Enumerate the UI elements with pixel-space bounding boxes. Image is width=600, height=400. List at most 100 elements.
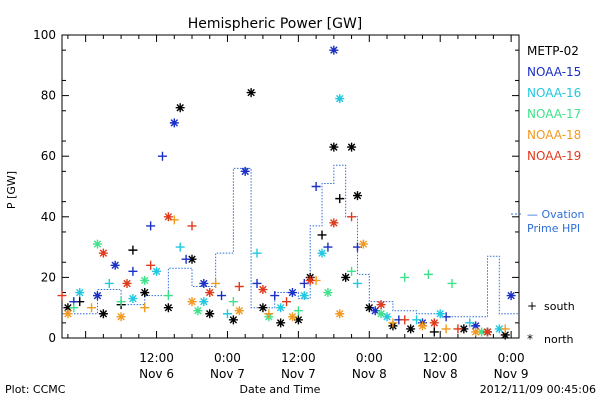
x-tick-time-label: 0:00	[498, 351, 525, 365]
point-noaa-15-south	[128, 266, 138, 276]
point-noaa-15-north	[471, 321, 481, 331]
point-noaa-15-north	[370, 306, 380, 316]
point-metp-02-north	[258, 303, 268, 313]
point-noaa-18-south	[211, 278, 221, 288]
point-noaa-18-north	[417, 321, 427, 331]
point-noaa-18-north	[471, 327, 481, 337]
x-tick-date-label: Nov 9	[494, 367, 529, 381]
point-noaa-19-south	[187, 221, 197, 231]
point-noaa-16-south	[465, 318, 475, 328]
point-noaa-19-north	[122, 278, 132, 288]
x-tick-time-label: 0:00	[214, 351, 241, 365]
legend-entry-noaa-18: NOAA-18	[527, 128, 581, 142]
point-noaa-15-south	[146, 221, 156, 231]
point-metp-02-south	[335, 194, 345, 204]
point-noaa-16-south	[222, 309, 232, 319]
point-noaa-15-south	[181, 254, 191, 264]
point-noaa-17-south	[163, 291, 173, 301]
legend-entry-noaa-17: NOAA-17	[527, 107, 581, 121]
point-noaa-19-north	[98, 248, 108, 258]
point-metp-02-south	[317, 230, 327, 240]
x-tick-time-label: 12:00	[139, 351, 174, 365]
point-noaa-18-north	[358, 239, 368, 249]
point-noaa-15-south	[252, 278, 262, 288]
point-noaa-16-north	[128, 294, 138, 304]
point-noaa-18-south	[388, 318, 398, 328]
point-noaa-18-north	[234, 306, 244, 316]
point-noaa-15-north	[110, 260, 120, 270]
point-noaa-15-north	[506, 291, 516, 301]
point-noaa-16-north	[152, 266, 162, 276]
point-noaa-15-south	[270, 291, 280, 301]
point-metp-02-north	[329, 142, 339, 152]
point-metp-02-north	[293, 315, 303, 325]
point-noaa-18-south	[87, 303, 97, 313]
point-metp-02-north	[63, 303, 73, 313]
point-noaa-16-north	[317, 248, 327, 258]
point-noaa-17-north	[193, 306, 203, 316]
point-noaa-15-south	[157, 151, 167, 161]
point-metp-02-north	[364, 303, 374, 313]
point-noaa-17-south	[293, 306, 303, 316]
point-noaa-16-north	[75, 288, 85, 298]
x-tick-date-label: Nov 8	[352, 367, 387, 381]
point-metp-02-north	[98, 309, 108, 319]
y-tick-label: 40	[41, 210, 56, 224]
point-metp-02-north	[140, 288, 150, 298]
point-noaa-19-south	[400, 315, 410, 325]
point-metp-02-north	[163, 303, 173, 313]
plot-timestamp: 2012/11/09 00:45:06	[480, 383, 596, 396]
point-noaa-17-north	[376, 309, 386, 319]
point-noaa-19-south	[282, 297, 292, 307]
x-tick-date-label: Nov 8	[423, 367, 458, 381]
chart-title: Hemispheric Power [GW]	[188, 16, 363, 32]
point-noaa-15-north	[199, 278, 209, 288]
point-noaa-19-north	[429, 318, 439, 328]
point-noaa-15-north	[240, 166, 250, 176]
data-points-layer	[57, 45, 516, 340]
point-noaa-15-south	[217, 291, 227, 301]
point-noaa-19-south	[453, 324, 463, 334]
point-metp-02-north	[352, 191, 362, 201]
point-noaa-19-north	[305, 275, 315, 285]
point-noaa-16-south	[412, 315, 422, 325]
point-noaa-17-south	[228, 297, 238, 307]
point-noaa-17-south	[447, 278, 457, 288]
y-tick-label: 80	[41, 89, 56, 103]
point-noaa-16-south	[352, 278, 362, 288]
point-metp-02-north	[228, 315, 238, 325]
point-noaa-16-north	[494, 324, 504, 334]
point-noaa-16-north	[382, 312, 392, 322]
series-legend: METP-02 NOAA-15 NOAA-16 NOAA-17 NOAA-18 NOAA-…	[527, 44, 581, 163]
point-noaa-18-south	[500, 324, 510, 334]
x-tick-date-label: Nov 7	[281, 367, 316, 381]
point-metp-02-north	[246, 88, 256, 98]
plot-frame	[61, 34, 520, 339]
point-noaa-17-north	[323, 288, 333, 298]
point-noaa-16-south	[175, 242, 185, 252]
y-axis-label: P [GW]	[5, 171, 18, 209]
point-noaa-19-south	[57, 291, 67, 301]
point-noaa-18-south	[264, 309, 274, 319]
x-tick-date-label: Nov 7	[210, 367, 245, 381]
point-noaa-15-north	[329, 45, 339, 55]
point-metp-02-south	[429, 327, 439, 337]
point-noaa-17-north	[92, 239, 102, 249]
point-noaa-19-north	[376, 300, 386, 310]
legend-south-label: south	[544, 300, 575, 313]
point-noaa-17-north	[140, 275, 150, 285]
legend-ovation-label-1: — Ovation	[527, 208, 585, 221]
point-noaa-18-north	[187, 297, 197, 307]
x-tick-time-label: 0:00	[356, 351, 383, 365]
point-noaa-19-north	[258, 285, 268, 295]
point-noaa-18-north	[116, 312, 126, 322]
point-noaa-19-south	[347, 212, 357, 222]
point-noaa-15-north	[287, 288, 297, 298]
x-tick-time-label: 12:00	[281, 351, 316, 365]
point-noaa-18-north	[287, 312, 297, 322]
point-noaa-19-north	[205, 288, 215, 298]
point-noaa-19-north	[329, 218, 339, 228]
point-noaa-18-north	[335, 309, 345, 319]
plot-credit: Plot: CCMC	[5, 383, 66, 396]
